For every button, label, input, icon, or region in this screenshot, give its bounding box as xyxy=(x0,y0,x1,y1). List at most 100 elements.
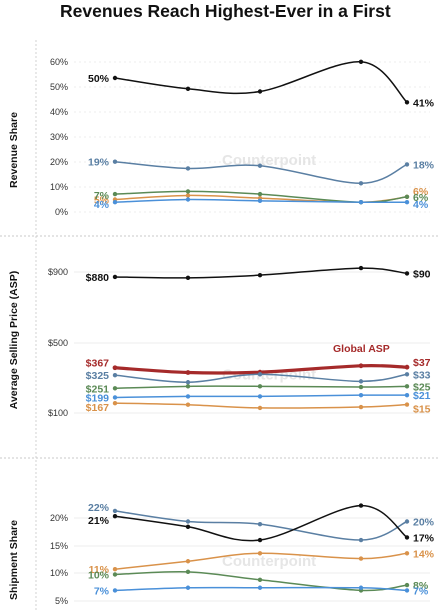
data-point xyxy=(404,372,410,377)
series-start-label: $199 xyxy=(86,392,110,404)
data-point xyxy=(404,392,410,398)
data-point xyxy=(404,535,410,540)
data-point xyxy=(112,572,118,577)
data-point xyxy=(358,537,364,543)
y-axis-label: Shipment Share xyxy=(8,520,20,600)
data-point xyxy=(358,379,364,384)
data-point xyxy=(358,392,364,398)
data-point xyxy=(404,194,410,199)
series-start-label: 7% xyxy=(94,585,110,597)
data-point xyxy=(257,394,263,399)
y-tick-label: 60% xyxy=(50,57,68,67)
data-point xyxy=(112,159,118,164)
data-point xyxy=(257,521,263,527)
data-point xyxy=(257,191,263,197)
data-point xyxy=(112,567,118,572)
data-point xyxy=(257,372,263,377)
data-point xyxy=(257,198,263,204)
data-point xyxy=(358,404,364,410)
y-tick-label: $900 xyxy=(48,267,68,277)
data-point xyxy=(404,588,410,593)
series-end-label: $25 xyxy=(413,381,431,393)
y-tick-label: 15% xyxy=(50,541,68,551)
series-start-label: 5% xyxy=(94,195,110,207)
data-point xyxy=(404,271,410,276)
series-end-label: $21 xyxy=(413,390,431,402)
data-point xyxy=(358,384,364,390)
series-start-label: $325 xyxy=(86,370,110,382)
data-point xyxy=(185,384,191,389)
y-tick-label: $500 xyxy=(48,338,68,348)
data-point xyxy=(404,551,410,556)
series-start-label: $167 xyxy=(86,402,110,414)
watermark-text: Counterpoint xyxy=(222,553,316,570)
series-end-label: 20% xyxy=(413,517,435,529)
data-point xyxy=(358,265,364,271)
data-point xyxy=(185,394,191,399)
data-point xyxy=(404,162,410,167)
series-line xyxy=(114,61,408,103)
data-point xyxy=(185,197,191,202)
data-point xyxy=(112,588,118,593)
data-point xyxy=(358,556,364,561)
data-point xyxy=(185,402,191,407)
series-start-label: $251 xyxy=(86,383,110,395)
y-tick-label: 50% xyxy=(50,82,68,92)
series-end-label: 18% xyxy=(413,159,435,171)
data-point xyxy=(112,400,118,406)
data-point xyxy=(112,508,118,514)
series-start-label: 7% xyxy=(94,190,110,202)
data-point xyxy=(185,86,191,92)
series-end-label: 6% xyxy=(413,186,429,198)
series-end-label: $15 xyxy=(413,404,431,416)
y-tick-label: 10% xyxy=(50,182,68,192)
data-point xyxy=(257,551,263,556)
series-start-label: 19% xyxy=(88,157,110,169)
data-point xyxy=(257,585,263,590)
data-point xyxy=(404,100,410,105)
data-point xyxy=(257,577,263,582)
data-point xyxy=(257,384,263,389)
data-point xyxy=(185,370,191,375)
data-point xyxy=(358,59,364,64)
panel-2: Counterpoint Shipment Share 20% 15% 10% 5% 22%… xyxy=(8,502,435,606)
data-point xyxy=(358,363,364,369)
data-point xyxy=(112,372,118,378)
data-point xyxy=(112,75,118,81)
data-point xyxy=(185,519,191,524)
y-tick-label: 30% xyxy=(50,132,68,142)
series-start-label: 11% xyxy=(89,564,110,576)
y-tick-label: 20% xyxy=(50,513,68,523)
data-point xyxy=(257,405,263,411)
series-start-label: 4% xyxy=(94,199,110,211)
data-point xyxy=(404,364,410,370)
series-end-label: 41% xyxy=(413,97,435,109)
data-point xyxy=(112,386,118,391)
data-point xyxy=(358,200,364,205)
series-end-label: $33 xyxy=(413,369,431,381)
series-start-label: 50% xyxy=(88,73,110,85)
data-point xyxy=(112,365,118,371)
data-point xyxy=(112,514,118,519)
data-point xyxy=(112,395,118,400)
y-tick-label: 5% xyxy=(55,596,68,606)
data-point xyxy=(257,537,263,543)
series-start-label: $880 xyxy=(86,272,110,284)
y-axis-label: Average Selling Price (ASP) xyxy=(8,271,20,410)
data-point xyxy=(358,585,364,590)
data-point xyxy=(404,582,410,588)
series-end-label: 6% xyxy=(413,192,429,204)
data-point xyxy=(185,380,191,385)
series-end-label: 4% xyxy=(413,199,429,211)
y-tick-label: 20% xyxy=(50,157,68,167)
series-annotation-label: Global ASP xyxy=(333,343,390,355)
y-tick-label: 10% xyxy=(50,568,68,578)
data-point xyxy=(404,200,410,205)
data-point xyxy=(185,569,191,575)
data-point xyxy=(112,274,118,280)
data-point xyxy=(404,519,410,524)
data-point xyxy=(185,585,191,590)
